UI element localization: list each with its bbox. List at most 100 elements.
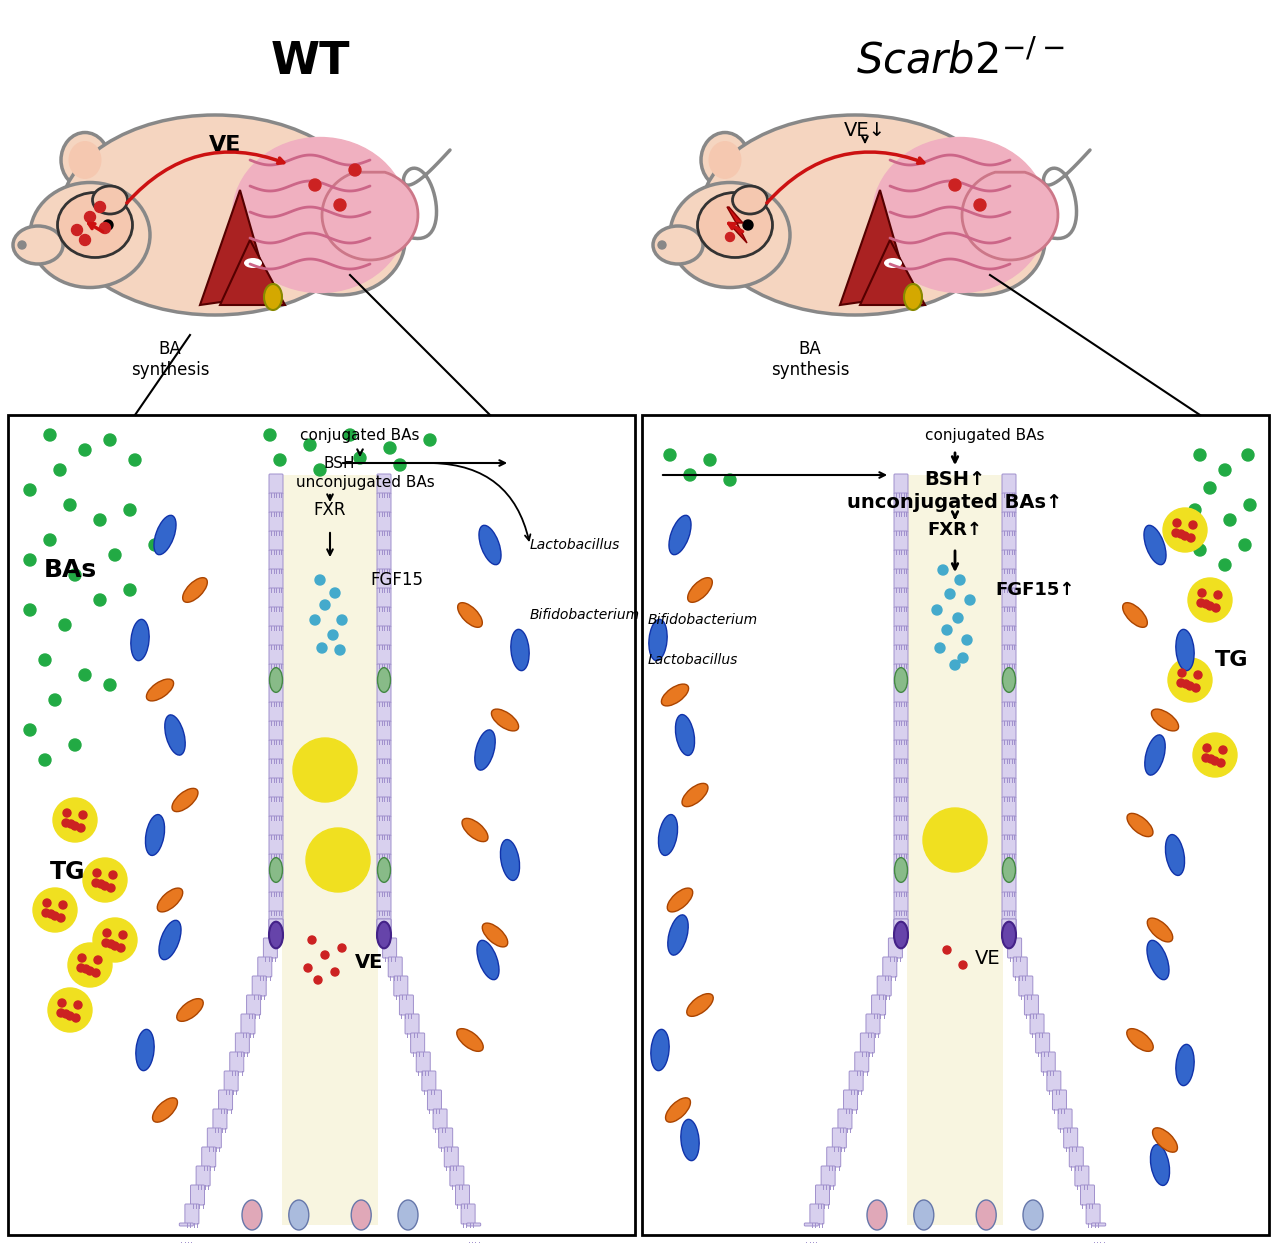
Circle shape bbox=[44, 899, 51, 907]
Ellipse shape bbox=[698, 193, 773, 257]
FancyBboxPatch shape bbox=[1002, 911, 1016, 931]
Circle shape bbox=[1181, 532, 1189, 539]
Circle shape bbox=[338, 943, 346, 952]
Circle shape bbox=[384, 443, 396, 454]
Circle shape bbox=[1219, 746, 1228, 755]
Circle shape bbox=[69, 740, 81, 751]
FancyBboxPatch shape bbox=[269, 911, 283, 931]
FancyBboxPatch shape bbox=[810, 1204, 824, 1224]
Ellipse shape bbox=[462, 818, 488, 842]
Text: VE↓: VE↓ bbox=[844, 121, 886, 139]
Circle shape bbox=[24, 604, 36, 617]
FancyBboxPatch shape bbox=[269, 664, 283, 684]
FancyBboxPatch shape bbox=[832, 1127, 846, 1149]
Ellipse shape bbox=[700, 116, 1010, 314]
Circle shape bbox=[1212, 604, 1220, 612]
FancyBboxPatch shape bbox=[378, 919, 390, 938]
Circle shape bbox=[394, 459, 406, 471]
FancyBboxPatch shape bbox=[1002, 569, 1016, 589]
FancyBboxPatch shape bbox=[378, 682, 390, 704]
Bar bbox=[643, 415, 1268, 1236]
Circle shape bbox=[93, 869, 101, 878]
FancyBboxPatch shape bbox=[1041, 1052, 1055, 1071]
Circle shape bbox=[78, 953, 86, 962]
Ellipse shape bbox=[275, 185, 404, 295]
Text: Bifidobacterium: Bifidobacterium bbox=[648, 613, 758, 626]
Ellipse shape bbox=[270, 667, 283, 692]
Text: conjugated BAs: conjugated BAs bbox=[301, 428, 420, 443]
Circle shape bbox=[1239, 539, 1251, 551]
Circle shape bbox=[102, 938, 110, 947]
Bar bbox=[282, 475, 378, 1226]
Circle shape bbox=[79, 669, 91, 681]
FancyBboxPatch shape bbox=[860, 1033, 874, 1053]
FancyBboxPatch shape bbox=[269, 919, 283, 938]
Circle shape bbox=[954, 613, 963, 623]
Circle shape bbox=[314, 976, 323, 984]
Ellipse shape bbox=[1147, 919, 1172, 942]
Ellipse shape bbox=[378, 667, 390, 692]
Ellipse shape bbox=[492, 709, 518, 731]
FancyBboxPatch shape bbox=[378, 854, 390, 874]
Ellipse shape bbox=[669, 516, 691, 554]
FancyBboxPatch shape bbox=[1007, 938, 1021, 958]
Circle shape bbox=[58, 999, 67, 1007]
Circle shape bbox=[315, 576, 325, 585]
FancyBboxPatch shape bbox=[815, 1185, 829, 1204]
FancyBboxPatch shape bbox=[378, 815, 390, 837]
Text: VE: VE bbox=[355, 952, 384, 972]
FancyBboxPatch shape bbox=[269, 721, 283, 741]
FancyBboxPatch shape bbox=[1002, 835, 1016, 855]
Circle shape bbox=[938, 566, 948, 576]
FancyBboxPatch shape bbox=[378, 919, 390, 938]
FancyBboxPatch shape bbox=[1002, 702, 1016, 722]
FancyBboxPatch shape bbox=[844, 1090, 858, 1110]
FancyBboxPatch shape bbox=[416, 1052, 430, 1071]
Text: unconjugated BAs↑: unconjugated BAs↑ bbox=[847, 493, 1062, 512]
Ellipse shape bbox=[1002, 922, 1016, 948]
Circle shape bbox=[1188, 578, 1231, 622]
Circle shape bbox=[79, 444, 91, 456]
FancyBboxPatch shape bbox=[1002, 493, 1016, 513]
Ellipse shape bbox=[511, 629, 529, 671]
FancyBboxPatch shape bbox=[179, 1223, 193, 1226]
FancyBboxPatch shape bbox=[196, 1166, 210, 1186]
FancyBboxPatch shape bbox=[893, 854, 908, 874]
FancyBboxPatch shape bbox=[241, 1014, 255, 1034]
Circle shape bbox=[1178, 679, 1185, 687]
Ellipse shape bbox=[681, 1120, 699, 1161]
Circle shape bbox=[77, 965, 84, 972]
FancyBboxPatch shape bbox=[893, 797, 908, 817]
FancyBboxPatch shape bbox=[1002, 919, 1016, 938]
Circle shape bbox=[335, 645, 346, 655]
FancyBboxPatch shape bbox=[1002, 512, 1016, 532]
Circle shape bbox=[1194, 449, 1206, 461]
Circle shape bbox=[1193, 733, 1236, 777]
Ellipse shape bbox=[1126, 813, 1153, 837]
Ellipse shape bbox=[669, 183, 790, 287]
FancyBboxPatch shape bbox=[838, 1109, 852, 1129]
Circle shape bbox=[116, 943, 125, 952]
Circle shape bbox=[148, 539, 161, 551]
FancyBboxPatch shape bbox=[378, 474, 390, 493]
Circle shape bbox=[726, 232, 735, 241]
Ellipse shape bbox=[177, 998, 204, 1022]
Polygon shape bbox=[220, 240, 285, 305]
Circle shape bbox=[38, 755, 51, 766]
FancyBboxPatch shape bbox=[378, 702, 390, 722]
Circle shape bbox=[664, 449, 676, 461]
FancyBboxPatch shape bbox=[1069, 1147, 1083, 1167]
Text: FXR↑: FXR↑ bbox=[928, 521, 983, 539]
Circle shape bbox=[1203, 745, 1211, 752]
Polygon shape bbox=[200, 190, 270, 305]
Text: BA
synthesis: BA synthesis bbox=[131, 341, 209, 379]
FancyBboxPatch shape bbox=[893, 569, 908, 589]
Circle shape bbox=[321, 951, 329, 960]
Circle shape bbox=[1164, 508, 1207, 552]
Circle shape bbox=[51, 912, 59, 920]
Ellipse shape bbox=[1023, 1199, 1043, 1231]
Ellipse shape bbox=[915, 185, 1044, 295]
Circle shape bbox=[72, 225, 82, 235]
Ellipse shape bbox=[58, 193, 133, 257]
FancyBboxPatch shape bbox=[269, 740, 283, 759]
